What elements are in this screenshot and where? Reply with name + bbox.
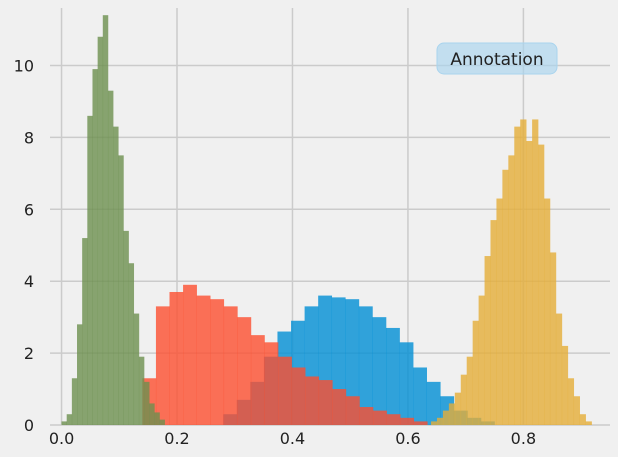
histogram-bar	[345, 299, 360, 425]
histogram-bar	[138, 356, 145, 425]
y-tick-label: 6	[24, 200, 34, 219]
histogram-bar	[520, 119, 527, 426]
histogram-bar	[372, 317, 387, 425]
histogram-bar	[399, 342, 414, 425]
histogram-bar	[237, 317, 252, 425]
y-tick-label: 8	[24, 128, 34, 147]
histogram-bar	[358, 306, 373, 425]
histogram-bar	[567, 378, 575, 425]
histogram-bar	[149, 403, 155, 425]
y-tick-label: 0	[24, 416, 34, 435]
histogram-bar	[305, 376, 320, 425]
y-tick-label: 2	[24, 344, 34, 363]
annotation-box: Annotation	[436, 42, 558, 75]
histogram-bar	[472, 320, 479, 425]
histogram-bar	[264, 342, 279, 425]
x-tick-labels: 0.0 0.2 0.4 0.6 0.8	[49, 429, 536, 448]
histogram-bar	[573, 396, 580, 425]
histogram-bar	[278, 356, 292, 425]
histogram-bar	[484, 256, 491, 425]
histogram-bar	[133, 313, 140, 425]
x-tick-label: 0.8	[511, 429, 536, 448]
histogram-series-2	[431, 119, 592, 426]
histogram-bars	[61, 15, 592, 426]
histogram-bar	[123, 230, 129, 425]
y-tick-label: 4	[24, 272, 34, 291]
histogram-bar	[532, 119, 539, 426]
histogram-bar	[436, 417, 444, 425]
histogram-bar	[345, 396, 360, 425]
histogram-bar	[318, 380, 333, 425]
histogram-bar	[413, 367, 428, 425]
histogram-bar	[71, 378, 78, 425]
histogram-bar	[332, 389, 347, 425]
histogram-bar	[502, 169, 509, 425]
histogram-bar	[87, 115, 93, 426]
histogram-bar	[196, 295, 211, 425]
histogram-bar	[431, 421, 438, 425]
y-tick-label: 10	[14, 57, 34, 76]
histogram-bar	[466, 356, 473, 425]
histogram-bar	[386, 414, 401, 425]
histogram-bar	[400, 417, 415, 425]
histogram-bar	[561, 345, 569, 425]
histogram-bar	[92, 69, 98, 426]
histogram-bar	[478, 295, 485, 425]
histogram-bar	[66, 414, 73, 425]
histogram-bar	[448, 403, 456, 425]
histogram-bar	[544, 198, 551, 425]
x-tick-label: 0.6	[395, 429, 420, 448]
histogram-bar	[579, 414, 586, 425]
histogram-bar	[159, 419, 165, 425]
histogram-bar	[508, 155, 515, 425]
histogram-bar	[538, 144, 545, 425]
histogram-bar	[386, 327, 400, 425]
histogram-bar	[460, 374, 468, 425]
histogram-bar	[144, 381, 150, 425]
histogram-bar	[250, 335, 265, 425]
histogram-bar	[549, 252, 557, 425]
x-tick-label: 0.4	[280, 429, 305, 448]
annotation-background	[436, 42, 558, 75]
histogram-bar	[413, 421, 428, 425]
histogram-bar	[223, 306, 238, 425]
histogram-bar	[113, 126, 119, 426]
histogram-bar	[118, 155, 124, 425]
x-tick-label: 0.2	[164, 429, 189, 448]
histogram-bar	[77, 324, 83, 425]
histogram-bar	[169, 291, 184, 425]
histogram-bar	[454, 392, 462, 425]
histogram-bar	[291, 367, 306, 425]
histogram-bar	[154, 412, 160, 425]
histogram-bar	[107, 90, 114, 426]
y-tick-labels: 0 2 4 6 8 10	[14, 57, 34, 435]
histogram-bar	[373, 410, 387, 425]
histogram-bar	[183, 284, 197, 425]
histogram-bar	[210, 299, 225, 425]
histogram-bar	[514, 126, 521, 426]
histogram-bar	[359, 407, 374, 425]
x-tick-label: 0.0	[49, 429, 74, 448]
histogram-bar	[526, 141, 533, 426]
histogram-bar	[61, 421, 68, 425]
histogram-bar	[442, 410, 450, 425]
histogram-bar	[97, 36, 104, 426]
histogram-bar	[128, 263, 135, 425]
annotation-label: Annotation	[450, 50, 543, 70]
histogram-bar	[585, 421, 592, 425]
histogram-bar	[155, 306, 170, 425]
histogram-series-0	[223, 295, 495, 425]
histogram-series-3	[61, 15, 165, 426]
histogram-bar	[426, 381, 441, 425]
histogram-bar	[496, 198, 503, 425]
histogram-bar	[490, 220, 497, 425]
histogram-bar	[102, 15, 109, 425]
histogram-bar	[82, 238, 88, 425]
histogram-bar	[555, 313, 563, 425]
